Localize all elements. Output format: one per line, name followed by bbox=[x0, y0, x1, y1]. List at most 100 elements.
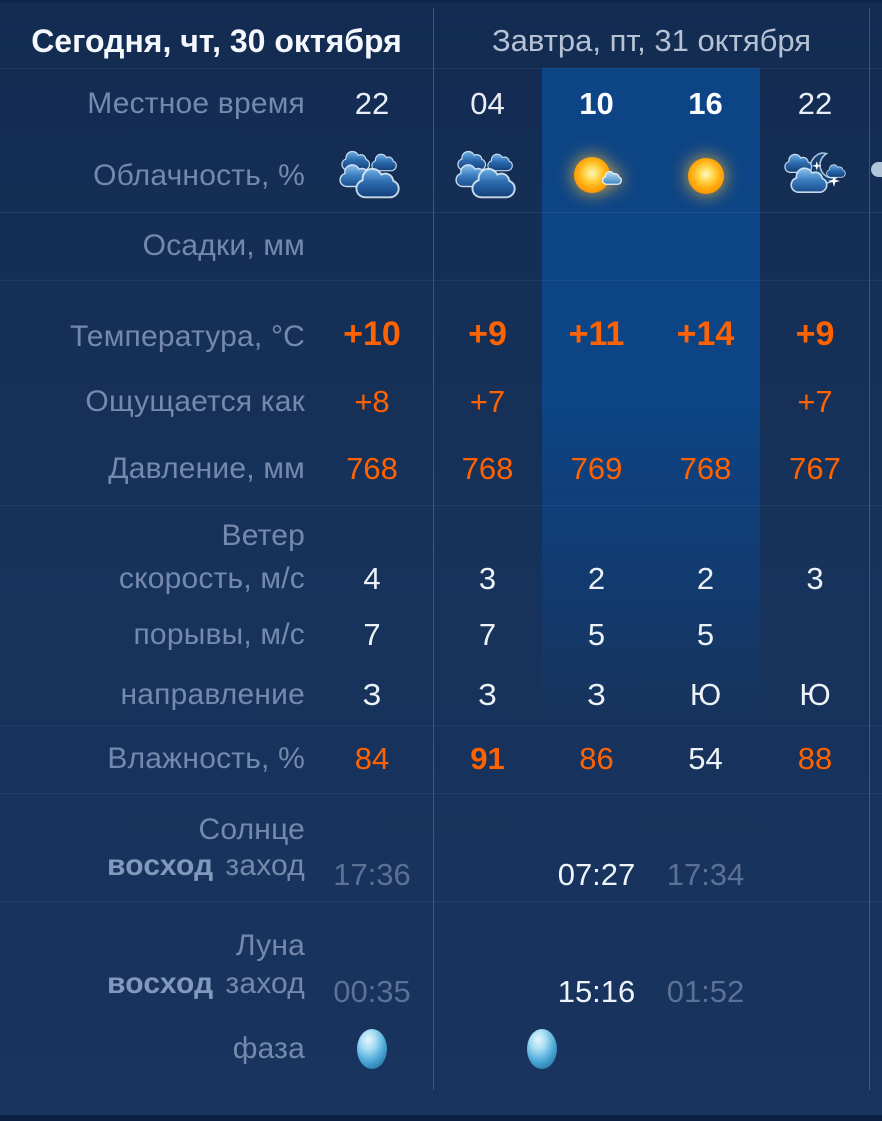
tab-today[interactable]: Сегодня, чт, 30 октября bbox=[31, 22, 402, 59]
wind-gusts-cell: 7 bbox=[478, 617, 497, 652]
next-day-divider bbox=[869, 8, 870, 1090]
row-divider bbox=[0, 280, 882, 281]
time-cell: 16 bbox=[688, 86, 723, 121]
sun-header-row: Солнце bbox=[0, 793, 882, 849]
temperature-cell: +10 bbox=[343, 315, 401, 353]
wind-speed-cell: 2 bbox=[696, 561, 715, 596]
temperature-label: Температура, °C bbox=[69, 320, 305, 353]
humidity-cell: 54 bbox=[688, 741, 723, 776]
temperature-cell: +9 bbox=[468, 315, 507, 353]
wind-direction-label: направление bbox=[120, 678, 305, 711]
humidity-cell: 88 bbox=[797, 741, 833, 776]
bottom-edge-strip bbox=[0, 1115, 882, 1121]
clear-sun-icon bbox=[651, 140, 760, 212]
sun-rise-set-label: восход заход bbox=[0, 849, 311, 901]
wind-speed-cell: 3 bbox=[478, 561, 497, 596]
humidity-cell: 84 bbox=[354, 741, 390, 776]
row-divider bbox=[0, 212, 882, 213]
row-divider bbox=[0, 505, 882, 506]
moonset-time-today: 00:35 bbox=[333, 974, 411, 1009]
feels-like-cell bbox=[542, 372, 651, 432]
feels-like-row: Ощущается как +8 +7 +7 bbox=[0, 372, 882, 432]
wind-direction-cell: Ю bbox=[799, 677, 831, 712]
moon-header-row: Луна bbox=[0, 901, 882, 967]
precipitation-row: Осадки, мм bbox=[0, 212, 882, 280]
local-time-label: Местное время bbox=[87, 87, 305, 120]
feels-like-cell bbox=[651, 372, 760, 432]
moonrise-time-tomorrow: 15:16 bbox=[557, 974, 636, 1009]
wind-direction-cell: З bbox=[478, 677, 497, 712]
wind-label: Ветер bbox=[221, 519, 305, 552]
wind-gusts-cell: 5 bbox=[587, 617, 606, 652]
sunset-time-today: 17:36 bbox=[333, 857, 411, 892]
moonrise-label: восход bbox=[106, 967, 214, 1000]
pressure-cell: 769 bbox=[570, 450, 623, 486]
moon-phase-icon bbox=[433, 1017, 651, 1081]
moon-rise-set-label: восход заход bbox=[0, 967, 311, 1017]
pressure-cell: 768 bbox=[461, 450, 514, 486]
temperature-row: Температура, °C +10 +9 +11 +14 +9 bbox=[0, 280, 882, 372]
wind-header-row: Ветер bbox=[0, 505, 882, 553]
wind-speed-row: скорость, м/с 4 3 2 2 3 bbox=[0, 553, 882, 605]
moon-phase-row: фаза bbox=[0, 1017, 882, 1081]
humidity-cell: 86 bbox=[579, 741, 614, 776]
pressure-row: Давление, мм 768 768 769 768 767 bbox=[0, 432, 882, 505]
wind-gusts-cell: 5 bbox=[696, 617, 715, 652]
wind-gusts-row: порывы, м/с 7 7 5 5 bbox=[0, 605, 882, 665]
wind-speed-cell: 4 bbox=[363, 561, 381, 596]
overcast-clouds-icon bbox=[311, 140, 433, 212]
sun-with-cloud-icon bbox=[542, 140, 651, 212]
sun-times-row: восход заход 17:36 07:27 17:34 bbox=[0, 849, 882, 901]
pressure-cell: 768 bbox=[346, 450, 398, 486]
day-header-row: Сегодня, чт, 30 октября Завтра, пт, 31 о… bbox=[0, 0, 882, 68]
tab-tomorrow[interactable]: Завтра, пт, 31 октября bbox=[491, 23, 812, 58]
moonset-time-tomorrow: 01:52 bbox=[666, 974, 745, 1009]
sunrise-time-tomorrow: 07:27 bbox=[557, 857, 636, 892]
wind-direction-cell: З bbox=[587, 677, 606, 712]
time-cell: 22 bbox=[354, 86, 390, 121]
humidity-cell: 91 bbox=[470, 741, 505, 776]
feels-like-cell: +7 bbox=[797, 384, 833, 419]
wind-direction-cell: З bbox=[362, 677, 382, 712]
wind-gusts-cell bbox=[760, 605, 870, 665]
feels-like-cell: +7 bbox=[469, 384, 506, 419]
moon-phase-label: фаза bbox=[232, 1032, 305, 1065]
sun-label: Солнце bbox=[198, 813, 305, 846]
moon-times-row: восход заход 00:35 15:16 01:52 bbox=[0, 967, 882, 1017]
cloudiness-label: Облачность, % bbox=[93, 159, 305, 192]
day-divider bbox=[433, 8, 434, 1090]
temperature-cell: +9 bbox=[795, 315, 835, 353]
temperature-cell: +11 bbox=[568, 315, 625, 353]
wind-direction-cell: Ю bbox=[689, 677, 722, 712]
wind-gusts-cell: 7 bbox=[363, 617, 381, 652]
wind-speed-cell: 2 bbox=[587, 561, 606, 596]
moon-label: Луна bbox=[235, 929, 305, 962]
wind-speed-label: скорость, м/с bbox=[118, 562, 305, 595]
wind-speed-cell: 3 bbox=[806, 561, 824, 596]
time-cell: 22 bbox=[797, 86, 833, 121]
overcast-clouds-icon bbox=[433, 140, 542, 212]
humidity-label: Влажность, % bbox=[107, 742, 305, 775]
sunset-label: заход bbox=[225, 849, 305, 882]
next-day-icon-sliver bbox=[870, 140, 882, 212]
time-cell: 04 bbox=[470, 86, 505, 121]
top-edge-line bbox=[0, 0, 882, 2]
local-time-row: Местное время 22 04 10 16 22 bbox=[0, 68, 882, 140]
feels-like-cell: +8 bbox=[354, 384, 390, 419]
time-cell: 10 bbox=[579, 86, 614, 121]
cloudiness-row: Облачность, % bbox=[0, 140, 882, 212]
wind-gusts-label: порывы, м/с bbox=[133, 618, 305, 651]
pressure-label: Давление, мм bbox=[108, 451, 305, 485]
moon-phase-icon bbox=[311, 1017, 433, 1081]
wind-direction-row: направление З З З Ю Ю bbox=[0, 665, 882, 725]
moonset-label: заход bbox=[225, 967, 305, 1000]
sunset-time-tomorrow: 17:34 bbox=[666, 857, 745, 892]
row-divider bbox=[0, 68, 882, 69]
temperature-cell: +14 bbox=[676, 315, 735, 353]
row-divider bbox=[0, 725, 882, 726]
row-divider bbox=[0, 901, 882, 902]
precipitation-label: Осадки, мм bbox=[142, 229, 305, 262]
feels-like-label: Ощущается как bbox=[85, 385, 305, 418]
row-divider bbox=[0, 793, 882, 794]
